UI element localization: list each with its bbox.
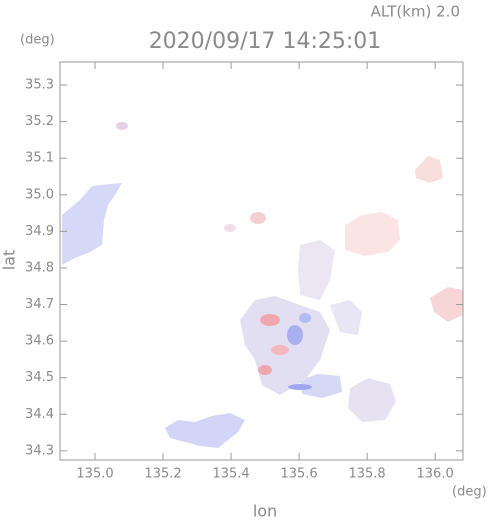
x-tick-label: 135.8 — [348, 467, 385, 482]
y-axis-label: lat — [0, 250, 19, 271]
y-tick-label: 35.3 — [25, 78, 54, 93]
y-tick-label: 34.5 — [25, 370, 54, 385]
y-tick-label: 34.4 — [25, 407, 54, 422]
echo-field — [62, 122, 463, 448]
y-tick-label: 34.7 — [25, 297, 54, 312]
y-tick-label: 34.3 — [25, 443, 54, 458]
y-tick-label: 34.8 — [25, 260, 54, 275]
y-tick-label: 35.2 — [25, 114, 54, 129]
plot-frame — [59, 61, 464, 461]
y-tick-label: 34.9 — [25, 224, 54, 239]
y-tick-label: 35.0 — [25, 187, 54, 202]
x-axis-label: lon — [253, 502, 277, 521]
x-tick-label: 136.0 — [417, 467, 454, 482]
x-unit: (deg) — [452, 485, 487, 500]
y-tick-label: 34.6 — [25, 334, 54, 349]
x-tick-label: 135.6 — [280, 467, 317, 482]
timestamp: 2020/09/17 14:25:01 — [149, 29, 382, 54]
x-tick-label: 135.2 — [144, 467, 181, 482]
altitude-label: ALT(km) 2.0 — [371, 3, 460, 21]
y-tick-label: 35.1 — [25, 151, 54, 166]
y-unit: (deg) — [20, 33, 55, 48]
x-tick-label: 135.4 — [212, 467, 249, 482]
x-tick-label: 135.0 — [76, 467, 113, 482]
